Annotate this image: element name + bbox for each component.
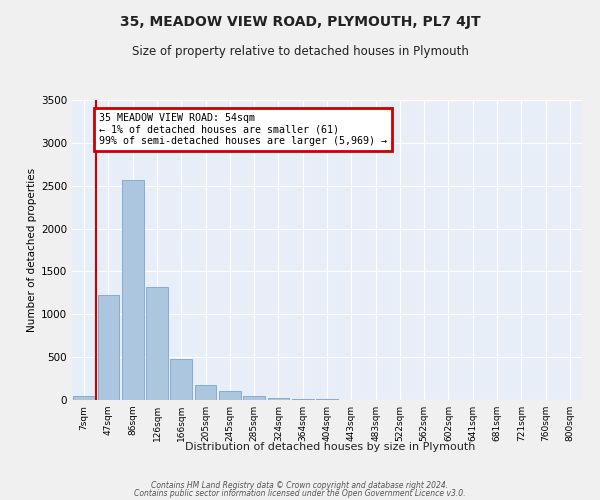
Text: Distribution of detached houses by size in Plymouth: Distribution of detached houses by size … xyxy=(185,442,475,452)
Bar xyxy=(219,390,241,400)
Bar xyxy=(316,399,338,400)
Text: 35 MEADOW VIEW ROAD: 54sqm
← 1% of detached houses are smaller (61)
99% of semi-: 35 MEADOW VIEW ROAD: 54sqm ← 1% of detac… xyxy=(99,113,387,146)
Bar xyxy=(243,396,265,400)
Bar xyxy=(170,359,192,400)
Bar xyxy=(73,396,95,400)
Bar xyxy=(97,294,119,400)
Bar xyxy=(292,398,314,400)
Text: Size of property relative to detached houses in Plymouth: Size of property relative to detached ho… xyxy=(131,45,469,58)
Text: 35, MEADOW VIEW ROAD, PLYMOUTH, PL7 4JT: 35, MEADOW VIEW ROAD, PLYMOUTH, PL7 4JT xyxy=(119,15,481,29)
Y-axis label: Number of detached properties: Number of detached properties xyxy=(27,168,37,332)
Bar xyxy=(122,180,143,400)
Bar xyxy=(146,287,168,400)
Text: Contains HM Land Registry data © Crown copyright and database right 2024.: Contains HM Land Registry data © Crown c… xyxy=(151,481,449,490)
Text: Contains public sector information licensed under the Open Government Licence v3: Contains public sector information licen… xyxy=(134,488,466,498)
Bar xyxy=(194,385,217,400)
Bar xyxy=(268,398,289,400)
